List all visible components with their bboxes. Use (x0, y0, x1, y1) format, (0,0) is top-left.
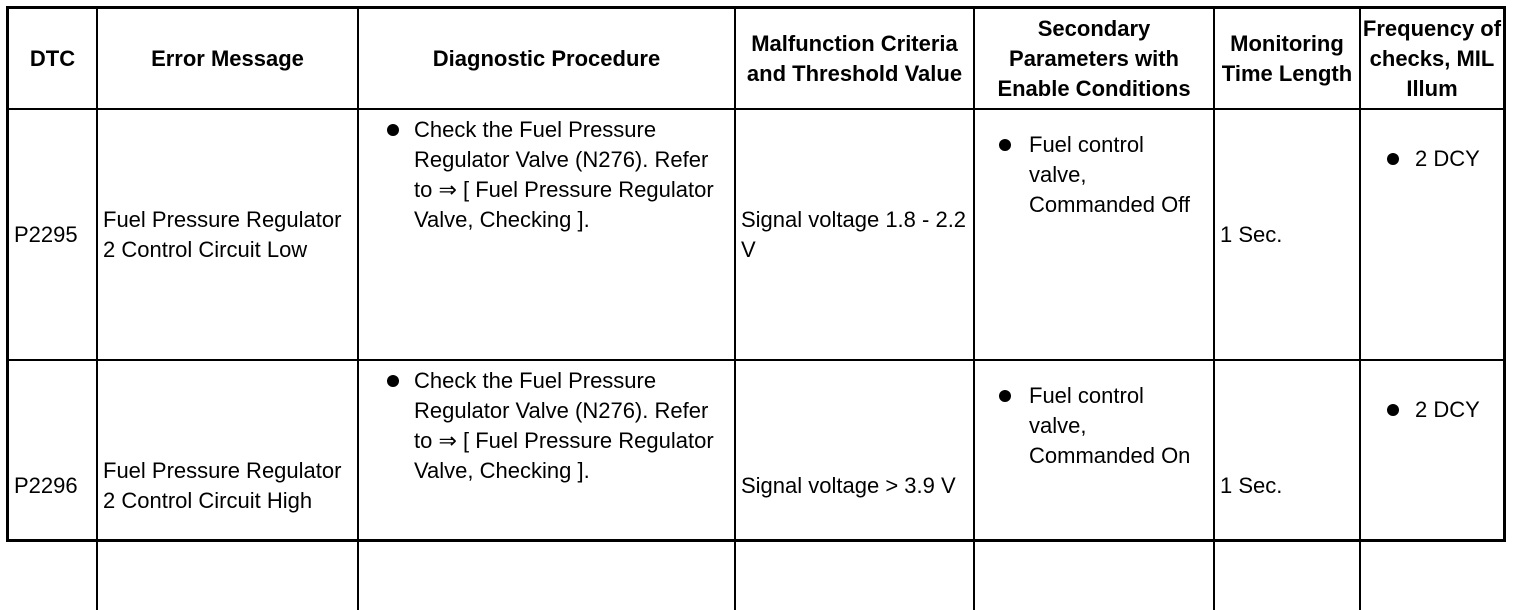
header-diagnostic-procedure: Diagnostic Procedure (357, 9, 736, 110)
bullet-icon (1387, 153, 1399, 165)
header-error-message: Error Message (96, 9, 359, 110)
list-item: Fuel control valve, Commanded Off (975, 130, 1213, 220)
bullet-icon (999, 390, 1011, 402)
header-dtc: DTC (9, 9, 98, 110)
diagnostic-procedure-cell: Check the Fuel Pressure Regulator Valve … (357, 359, 736, 610)
frequency-cell: 2 DCY (1359, 108, 1503, 361)
monitoring-time: 1 Sec. (1213, 359, 1361, 610)
bullet-icon (387, 375, 399, 387)
dtc-table-frame: DTC Error Message Diagnostic Procedure M… (6, 6, 1506, 610)
dtc-code: P2296 (9, 359, 98, 610)
diagnostic-procedure-text: Check the Fuel Pressure Regulator Valve … (414, 368, 714, 483)
diagnostic-procedure-cell: Check the Fuel Pressure Regulator Valve … (357, 108, 736, 361)
bullet-icon (1387, 404, 1399, 416)
dtc-table: DTC Error Message Diagnostic Procedure M… (9, 9, 1503, 610)
bullet-icon (999, 139, 1011, 151)
frequency-cell: 2 DCY (1359, 359, 1503, 610)
monitoring-time: 1 Sec. (1213, 108, 1361, 361)
table-header-row: DTC Error Message Diagnostic Procedure M… (9, 9, 1503, 110)
dtc-code: P2295 (9, 108, 98, 361)
secondary-parameters-cell: Fuel control valve, Commanded On (973, 359, 1215, 610)
list-item: Check the Fuel Pressure Regulator Valve … (359, 366, 734, 486)
header-secondary-parameters: Secondary Parameters with Enable Conditi… (973, 9, 1215, 110)
error-message: Fuel Pressure Regulator 2 Control Circui… (96, 359, 359, 610)
error-message: Fuel Pressure Regulator 2 Control Circui… (96, 108, 359, 361)
header-frequency: Frequency of checks, MIL Illum (1359, 9, 1503, 110)
secondary-parameters-text: Fuel control valve, Commanded On (1029, 383, 1191, 468)
list-item: Check the Fuel Pressure Regulator Valve … (359, 115, 734, 235)
list-item: 2 DCY (1361, 395, 1503, 425)
header-monitoring-time: Monitoring Time Length (1213, 9, 1361, 110)
malfunction-criteria: Signal voltage 1.8 - 2.2 V (734, 108, 975, 361)
table-row: P2296 Fuel Pressure Regulator 2 Control … (9, 359, 1503, 610)
secondary-parameters-text: Fuel control valve, Commanded Off (1029, 132, 1191, 217)
table-row: P2295 Fuel Pressure Regulator 2 Control … (9, 108, 1503, 361)
list-item: Fuel control valve, Commanded On (975, 381, 1213, 471)
header-malfunction-criteria: Malfunction Criteria and Threshold Value (734, 9, 975, 110)
bullet-icon (387, 124, 399, 136)
frequency-text: 2 DCY (1415, 397, 1480, 422)
list-item: 2 DCY (1361, 144, 1503, 174)
secondary-parameters-cell: Fuel control valve, Commanded Off (973, 108, 1215, 361)
frequency-text: 2 DCY (1415, 146, 1480, 171)
malfunction-criteria: Signal voltage > 3.9 V (734, 359, 975, 610)
diagnostic-procedure-text: Check the Fuel Pressure Regulator Valve … (414, 117, 714, 232)
